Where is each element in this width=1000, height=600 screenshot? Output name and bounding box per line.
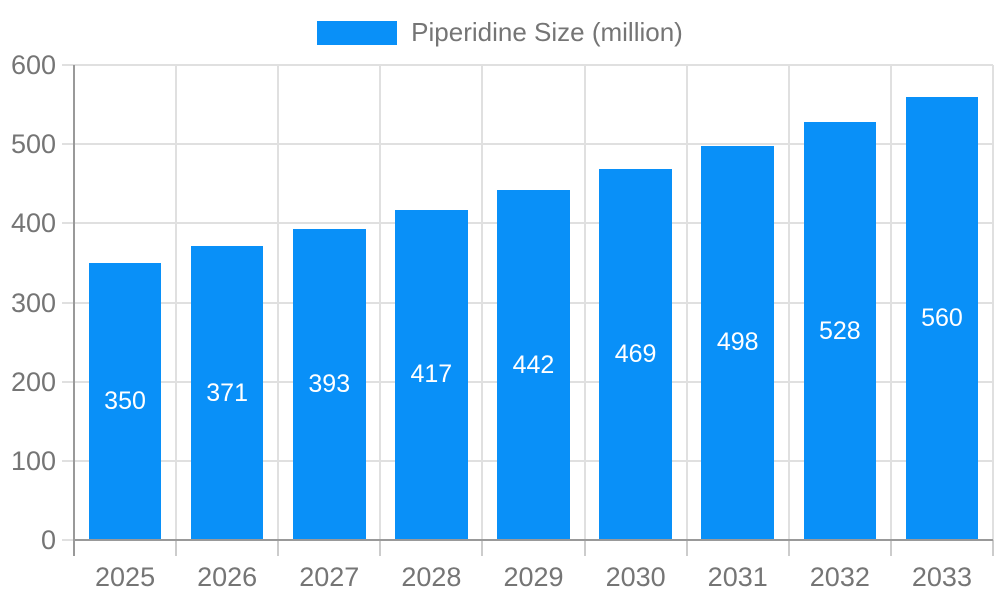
y-axis-line [73,65,75,556]
x-axis-line [74,539,993,541]
x-axis-label: 2030 [605,562,666,592]
gridline-vertical [481,65,484,540]
bar-value-label: 417 [410,360,453,389]
bar-2026[interactable]: 371 [190,246,264,540]
gridline-vertical [787,65,790,540]
x-axis-label: 2029 [503,562,564,592]
x-axis-label: 2031 [707,562,768,592]
legend-label: Piperidine Size (million) [411,17,683,47]
y-axis-zero-tick [62,539,74,541]
gridline-vertical [889,65,892,540]
bar-value-label: 528 [818,316,861,345]
y-axis-label: 100 [10,445,56,476]
x-axis-label: 2026 [197,562,258,592]
y-axis-label: 600 [10,50,56,80]
x-axis-label: 2033 [911,562,972,592]
bar-2030[interactable]: 469 [599,168,672,540]
x-axis-tick [889,540,892,556]
gridline-horizontal [62,143,993,146]
bar-2033[interactable]: 560 [905,96,979,540]
x-axis-tick [379,540,382,556]
x-axis-tick [787,540,790,556]
x-axis-tick [992,540,994,556]
y-axis-label: 500 [10,129,56,160]
bar-2027[interactable]: 393 [293,228,366,540]
bar-2032[interactable]: 528 [803,122,877,540]
bar-value-label: 469 [614,339,657,368]
gridline-horizontal [62,64,993,66]
x-axis-label: 2032 [809,562,870,592]
x-axis-tick [175,540,178,556]
x-axis-label: 2025 [95,562,156,592]
legend-swatch [317,21,398,45]
gridline-vertical [277,65,280,540]
x-axis-tick [277,540,280,556]
bar-value-label: 498 [716,328,759,357]
gridline-vertical [992,65,994,540]
bar-2029[interactable]: 442 [497,190,570,540]
y-axis-label: 200 [10,366,56,397]
y-axis-label: 300 [10,287,56,318]
x-axis-tick [481,540,484,556]
bar-value-label: 560 [921,303,963,332]
gridline-vertical [175,65,178,540]
bar-2031[interactable]: 498 [701,145,774,540]
bar-value-label: 371 [206,378,248,407]
y-axis-label: 0 [40,525,56,555]
bar-value-label: 350 [104,386,146,415]
legend-item[interactable]: Piperidine Size (million) [0,19,1000,47]
x-axis-tick [685,540,688,556]
gridline-vertical [583,65,586,540]
bar-value-label: 393 [308,369,351,398]
x-axis-tick [583,540,586,556]
y-axis-label: 400 [10,208,56,239]
gridline-vertical [379,65,382,540]
gridline-vertical [685,65,688,540]
bar-2025[interactable]: 350 [88,262,162,540]
x-axis-label: 2028 [401,562,462,592]
bar-2028[interactable]: 417 [395,209,468,540]
bar-value-label: 442 [512,350,555,379]
x-axis-label: 2027 [299,562,360,592]
